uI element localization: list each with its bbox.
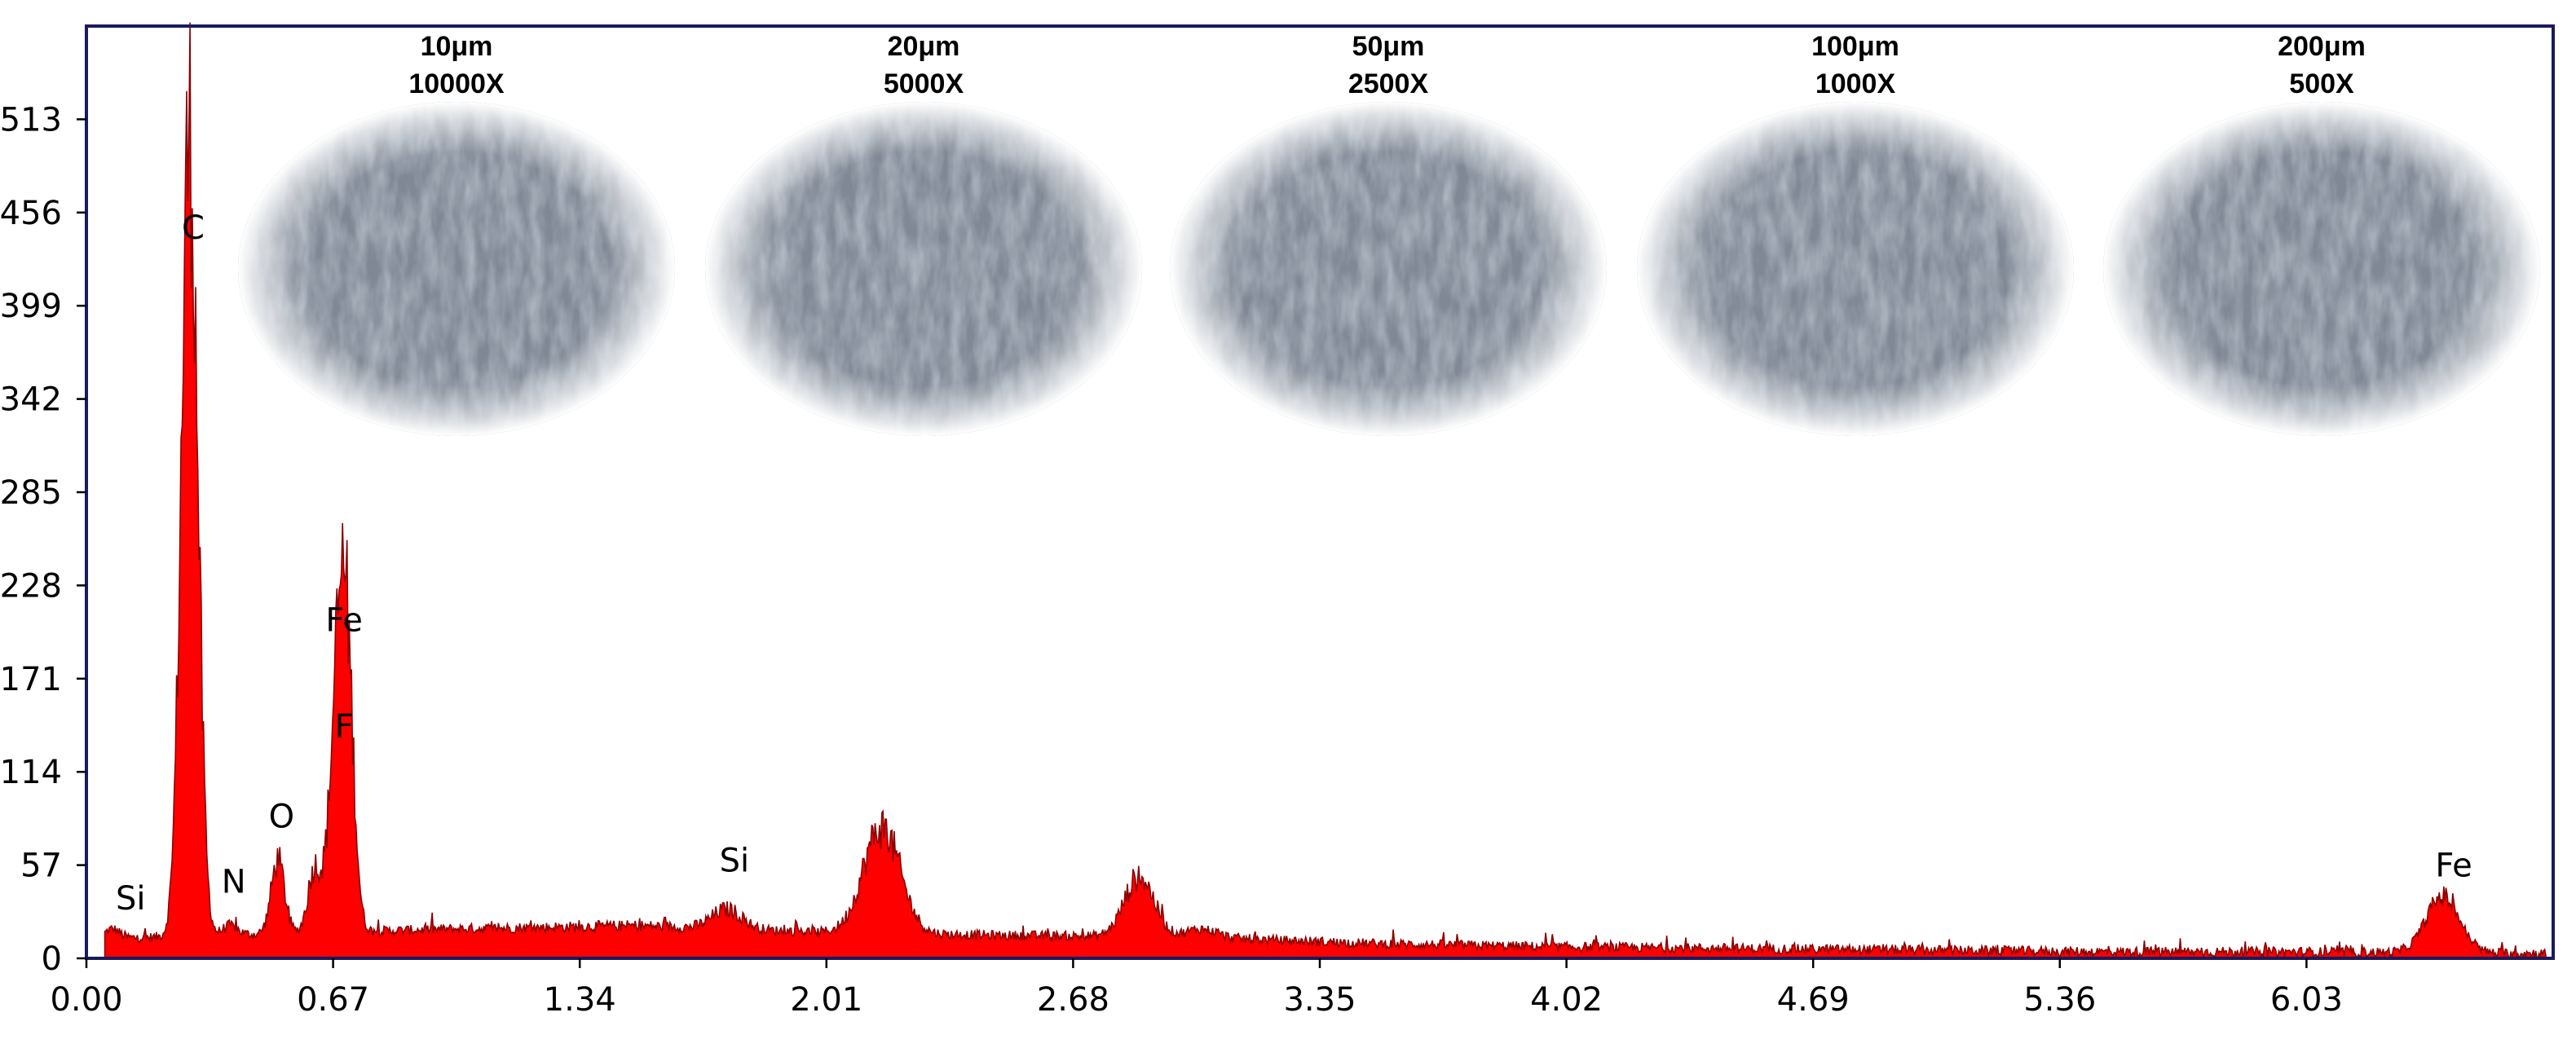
spectrum-series bbox=[104, 22, 2547, 960]
y-tick-label: 228 bbox=[0, 567, 62, 605]
sem-magnification-label: 1000X bbox=[1815, 68, 1896, 99]
peak-label-si: Si bbox=[116, 880, 146, 918]
sem-vignette bbox=[1637, 102, 2074, 436]
sem-scale-label: 50μm bbox=[1352, 31, 1425, 62]
x-tick-label: 6.03 bbox=[2270, 981, 2343, 1019]
x-tick-label: 4.69 bbox=[1777, 981, 1850, 1019]
sem-magnification-label: 10000X bbox=[408, 68, 505, 99]
peak-label-fe: Fe bbox=[2435, 847, 2472, 885]
sem-magnification-label: 2500X bbox=[1348, 68, 1429, 99]
y-tick-label: 171 bbox=[0, 661, 62, 698]
peak-label-o: O bbox=[269, 798, 294, 835]
labels: Si C NO Fe F Si Fe bbox=[116, 209, 2472, 918]
sem-image-4: 100μm 1000X bbox=[1637, 31, 2074, 436]
x-tick-label: 1.34 bbox=[544, 981, 616, 1019]
x-tick-label: 4.02 bbox=[1530, 981, 1603, 1019]
sem-scale-label: 20μm bbox=[888, 31, 960, 62]
y-tick-label: 285 bbox=[0, 474, 62, 512]
plot-area bbox=[104, 22, 2547, 960]
sem-image-3: 50μm 2500X bbox=[1170, 31, 1607, 436]
x-tick-label: 2.68 bbox=[1037, 981, 1109, 1019]
sem-image-1: 10μm 10000X bbox=[238, 31, 675, 436]
sem-magnification-label: 5000X bbox=[884, 68, 964, 99]
sem-vignette bbox=[2103, 102, 2540, 436]
y-tick-label: 342 bbox=[0, 381, 62, 419]
y-tick-label: 0 bbox=[42, 940, 62, 978]
sem-image-2: 20μm 5000X bbox=[705, 31, 1142, 436]
sem-scale-label: 10μm bbox=[421, 31, 493, 62]
sem-vignette bbox=[1170, 102, 1607, 436]
peak-label-f: F bbox=[335, 708, 354, 746]
peak-label-si: Si bbox=[720, 843, 750, 880]
x-tick-label: 2.01 bbox=[790, 981, 862, 1019]
axes: 0.00 0.67 1.34 2.01 2.68 3.35 4.02 4.69 5.36 6.03… bbox=[0, 24, 2555, 1019]
y-tick-label: 513 bbox=[0, 101, 62, 139]
x-tick-label: 0.00 bbox=[50, 981, 122, 1019]
peak-label-fe: Fe bbox=[325, 602, 362, 640]
y-tick-label: 114 bbox=[0, 754, 62, 791]
y-tick-label: 456 bbox=[0, 195, 62, 232]
sem-image-5: 200μm 500X bbox=[2103, 31, 2540, 436]
x-tick-label: 0.67 bbox=[297, 981, 369, 1019]
sem-vignette bbox=[238, 102, 675, 436]
sem-scale-label: 200μm bbox=[2278, 31, 2366, 62]
peak-label-n: N bbox=[222, 864, 246, 901]
x-tick-label: 5.36 bbox=[2023, 981, 2096, 1019]
y-tick-label: 57 bbox=[20, 847, 62, 885]
sem-images: 10μm 10000X 20μm 5000X 50μm 2500X 100μm 1000X 20… bbox=[238, 31, 2540, 436]
x-tick-label: 3.35 bbox=[1283, 981, 1356, 1019]
sem-vignette bbox=[705, 102, 1142, 436]
sem-magnification-label: 500X bbox=[2289, 68, 2354, 99]
peak-label-c: C bbox=[182, 209, 205, 247]
y-tick-label: 399 bbox=[0, 288, 62, 325]
sem-scale-label: 100μm bbox=[1811, 31, 1899, 62]
